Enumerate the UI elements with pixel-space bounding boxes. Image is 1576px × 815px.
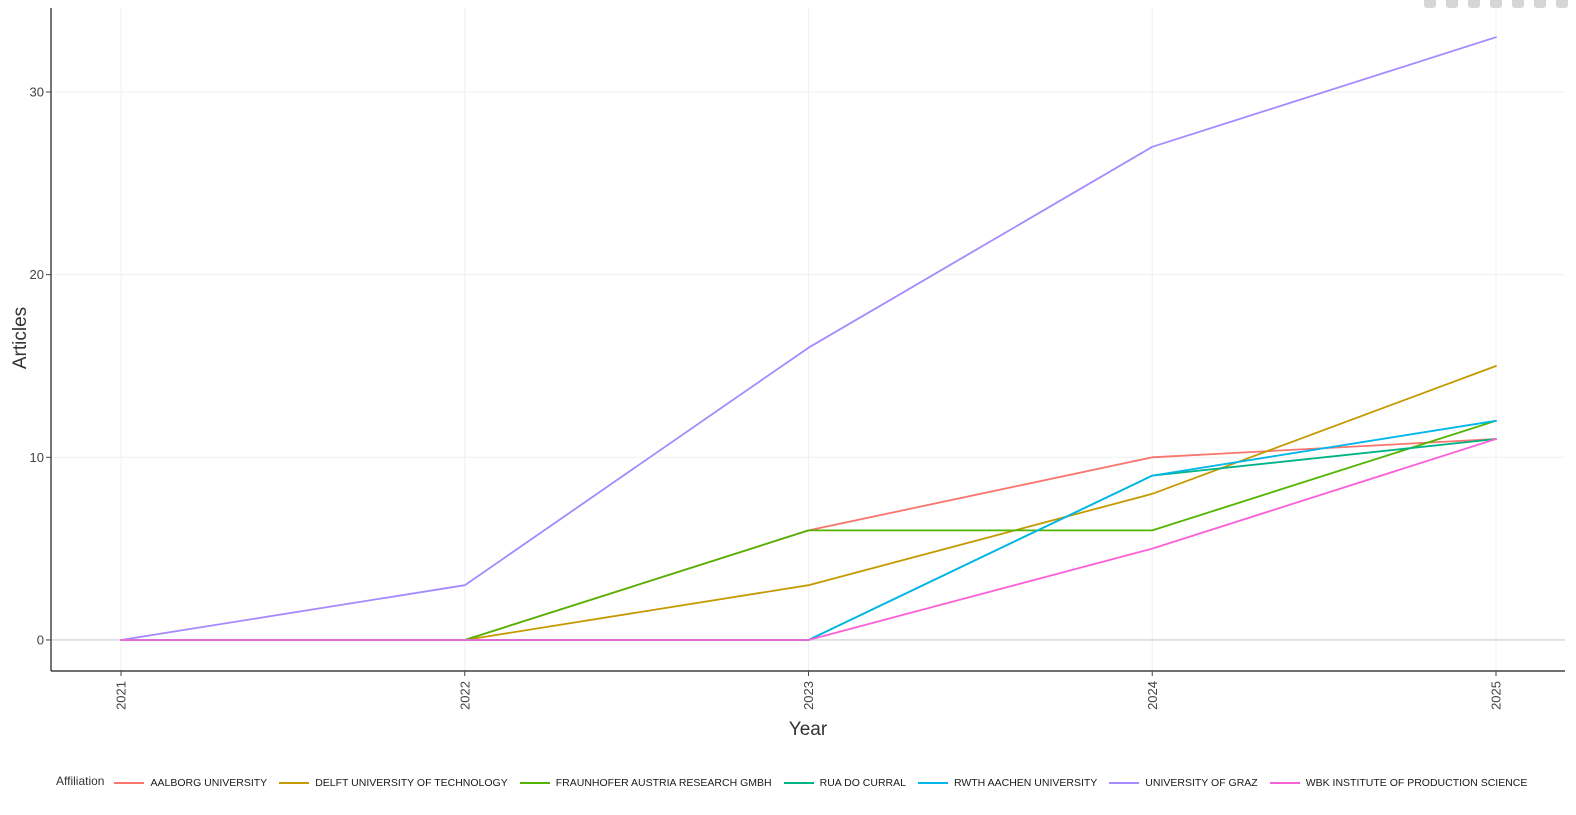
y-axis-title: Articles (10, 307, 31, 369)
zoom-in-icon[interactable] (1468, 0, 1480, 8)
legend-swatch (114, 782, 145, 784)
legend-item[interactable]: FRAUNHOFER AUSTRIA RESEARCH GMBH (519, 777, 772, 789)
home-icon[interactable] (1534, 0, 1546, 8)
legend-items: AALBORG UNIVERSITY DELFT UNIVERSITY OF TE… (114, 777, 1539, 789)
legend-item[interactable]: WBK INSTITUTE OF PRODUCTION SCIENCE (1269, 777, 1528, 789)
x-axis-title: Year (789, 719, 828, 740)
series-line-university-of-graz (120, 36, 1497, 641)
legend-item[interactable]: RWTH AACHEN UNIVERSITY (917, 777, 1098, 789)
legend-label: FRAUNHOFER AUSTRIA RESEARCH GMBH (555, 777, 772, 789)
legend-swatch (279, 782, 310, 784)
x-tick-label: 2023 (801, 681, 816, 710)
legend-item[interactable]: AALBORG UNIVERSITY (114, 777, 267, 789)
grid (51, 8, 1565, 671)
x-tick-label: 2021 (114, 681, 129, 710)
legend-swatch (1269, 782, 1300, 784)
x-tick-label: 2022 (457, 681, 472, 710)
autoscale-icon[interactable] (1512, 0, 1524, 8)
compare-icon[interactable] (1556, 0, 1568, 8)
zoom-out-icon[interactable] (1490, 0, 1502, 8)
legend-swatch (917, 782, 948, 784)
legend: Affiliation AALBORG UNIVERSITY DELFT UNIV… (56, 774, 1539, 790)
legend-swatch (1109, 782, 1140, 784)
x-tick-label: 2024 (1145, 681, 1160, 710)
chart-toolbar (1424, 0, 1568, 10)
camera-icon[interactable] (1424, 0, 1436, 8)
legend-label: DELFT UNIVERSITY OF TECHNOLOGY (315, 777, 508, 789)
legend-label: AALBORG UNIVERSITY (150, 777, 268, 789)
legend-swatch (519, 782, 550, 784)
y-tick-label: 30 (30, 85, 44, 100)
x-tick-label: 2025 (1489, 681, 1504, 710)
legend-item[interactable]: RUA DO CURRAL (783, 777, 906, 789)
legend-label: RUA DO CURRAL (819, 777, 906, 789)
legend-item[interactable]: DELFT UNIVERSITY OF TECHNOLOGY (279, 777, 508, 789)
y-tick-label: 0 (37, 632, 44, 647)
series-line-wbk-institute-of-production-science (120, 438, 1497, 641)
y-tick-labels: 0 10 20 30 (30, 85, 51, 647)
legend-swatch (783, 782, 814, 784)
legend-label: RWTH AACHEN UNIVERSITY (953, 777, 1098, 789)
y-tick-label: 20 (30, 267, 44, 282)
legend-label: WBK INSTITUTE OF PRODUCTION SCIENCE (1305, 777, 1528, 789)
series-lines (120, 36, 1497, 641)
legend-label: UNIVERSITY OF GRAZ (1145, 777, 1258, 789)
legend-title: Affiliation (56, 774, 105, 788)
legend-item[interactable]: UNIVERSITY OF GRAZ (1109, 777, 1258, 789)
x-tick-labels: 2021 2022 2023 2024 2025 (114, 671, 1504, 710)
y-tick-label: 10 (30, 450, 44, 465)
zoom-icon[interactable] (1446, 0, 1458, 8)
